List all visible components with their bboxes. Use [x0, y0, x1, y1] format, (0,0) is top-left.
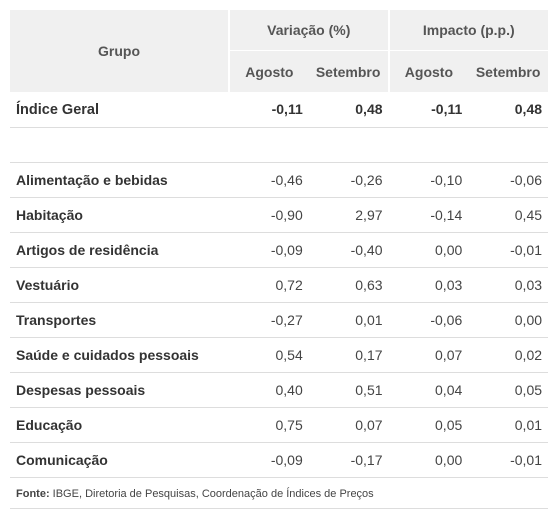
- cell-imp-aug: 0,00: [388, 442, 469, 478]
- cell-var-aug: -0,46: [229, 162, 309, 198]
- table-body: Índice Geral -0,11 0,48 -0,11 0,48 Alime…: [10, 92, 549, 478]
- source-label: Fonte:: [16, 487, 50, 500]
- cell-var-sep: 0,63: [308, 267, 389, 303]
- cell-var-aug: 0,40: [229, 372, 309, 408]
- cell-imp-sep: 0,00: [468, 302, 549, 338]
- table-row: Transportes -0,27 0,01 -0,06 0,00: [10, 302, 549, 338]
- cell-var-aug: -0,09: [229, 442, 309, 478]
- header-variation-august: Agosto: [228, 50, 309, 92]
- table-row: Vestuário 0,72 0,63 0,03 0,03: [10, 267, 549, 303]
- cell-imp-aug: 0,03: [388, 267, 469, 303]
- row-name: Despesas pessoais: [10, 372, 229, 408]
- cell-imp-aug: -0,06: [388, 302, 469, 338]
- cell-imp-aug: 0,07: [388, 337, 469, 373]
- table-row: Comunicação -0,09 -0,17 0,00 -0,01: [10, 442, 549, 478]
- cell-var-sep: 0,07: [308, 407, 389, 443]
- cell-imp-sep: 0,01: [468, 407, 549, 443]
- cell-imp-aug: -0,14: [388, 197, 469, 233]
- header-impact-august: Agosto: [387, 50, 469, 92]
- table-header: Grupo Variação (%) Impacto (p.p.) Agosto…: [10, 10, 549, 93]
- row-name: Transportes: [10, 302, 229, 338]
- cell-imp-aug: 0,00: [388, 232, 469, 268]
- header-variation: Variação (%): [228, 10, 389, 51]
- cell-var-sep: -0,26: [308, 162, 389, 198]
- cell-var-sep: -0,40: [308, 232, 389, 268]
- row-name: Habitação: [10, 197, 229, 233]
- header-impact: Impacto (p.p.): [387, 10, 549, 51]
- header-group: Grupo: [10, 10, 229, 93]
- ipca-table: Grupo Variação (%) Impacto (p.p.) Agosto…: [10, 10, 549, 478]
- cell-var-sep: 0,01: [308, 302, 389, 338]
- cell-imp-aug: -0,10: [388, 162, 469, 198]
- cell-var-aug: -0,27: [229, 302, 309, 338]
- ipca-table-container: Grupo Variação (%) Impacto (p.p.) Agosto…: [10, 10, 549, 509]
- cell-imp-sep: -0,01: [468, 442, 549, 478]
- table-row: Alimentação e bebidas -0,46 -0,26 -0,10 -0,0…: [10, 162, 549, 198]
- source-text: IBGE, Diretoria de Pesquisas, Coordenaçã…: [49, 487, 374, 500]
- cell-var-aug: -0,90: [229, 197, 309, 233]
- cell-var-sep: 0,17: [308, 337, 389, 373]
- table-row: Habitação -0,90 2,97 -0,14 0,45: [10, 197, 549, 233]
- row-name: Educação: [10, 407, 229, 443]
- row-name: Índice Geral: [10, 92, 229, 128]
- cell-imp-sep: 0,02: [468, 337, 549, 373]
- cell-imp-sep: 0,05: [468, 372, 549, 408]
- row-name: Saúde e cuidados pessoais: [10, 337, 229, 373]
- table-row-total: Índice Geral -0,11 0,48 -0,11 0,48: [10, 92, 549, 128]
- cell-var-sep: -0,17: [308, 442, 389, 478]
- spacer-row: [10, 127, 549, 163]
- cell-var-sep: 0,51: [308, 372, 389, 408]
- cell-var-sep: 0,48: [308, 92, 389, 128]
- table-row: Artigos de residência -0,09 -0,40 0,00 -0,01: [10, 232, 549, 268]
- cell-imp-sep: 0,03: [468, 267, 549, 303]
- table-row: Despesas pessoais 0,40 0,51 0,04 0,05: [10, 372, 549, 408]
- cell-var-aug: 0,72: [229, 267, 309, 303]
- cell-var-sep: 2,97: [308, 197, 389, 233]
- row-name: Comunicação: [10, 442, 229, 478]
- row-name: Vestuário: [10, 267, 229, 303]
- cell-imp-aug: 0,04: [388, 372, 469, 408]
- cell-var-aug: 0,54: [229, 337, 309, 373]
- table-row: Educação 0,75 0,07 0,05 0,01: [10, 407, 549, 443]
- cell-imp-aug: -0,11: [388, 92, 469, 128]
- cell-imp-sep: 0,45: [468, 197, 549, 233]
- table-row: Saúde e cuidados pessoais 0,54 0,17 0,07 0,0…: [10, 337, 549, 373]
- cell-imp-aug: 0,05: [388, 407, 469, 443]
- cell-imp-sep: -0,06: [468, 162, 549, 198]
- cell-imp-sep: -0,01: [468, 232, 549, 268]
- cell-var-aug: -0,11: [229, 92, 309, 128]
- cell-var-aug: 0,75: [229, 407, 309, 443]
- header-impact-september: Setembro: [468, 50, 549, 92]
- cell-imp-sep: 0,48: [468, 92, 549, 128]
- row-name: Artigos de residência: [10, 232, 229, 268]
- row-name: Alimentação e bebidas: [10, 162, 229, 198]
- cell-var-aug: -0,09: [229, 232, 309, 268]
- source-note: Fonte: IBGE, Diretoria de Pesquisas, Coo…: [10, 488, 548, 509]
- header-variation-september: Setembro: [308, 50, 389, 92]
